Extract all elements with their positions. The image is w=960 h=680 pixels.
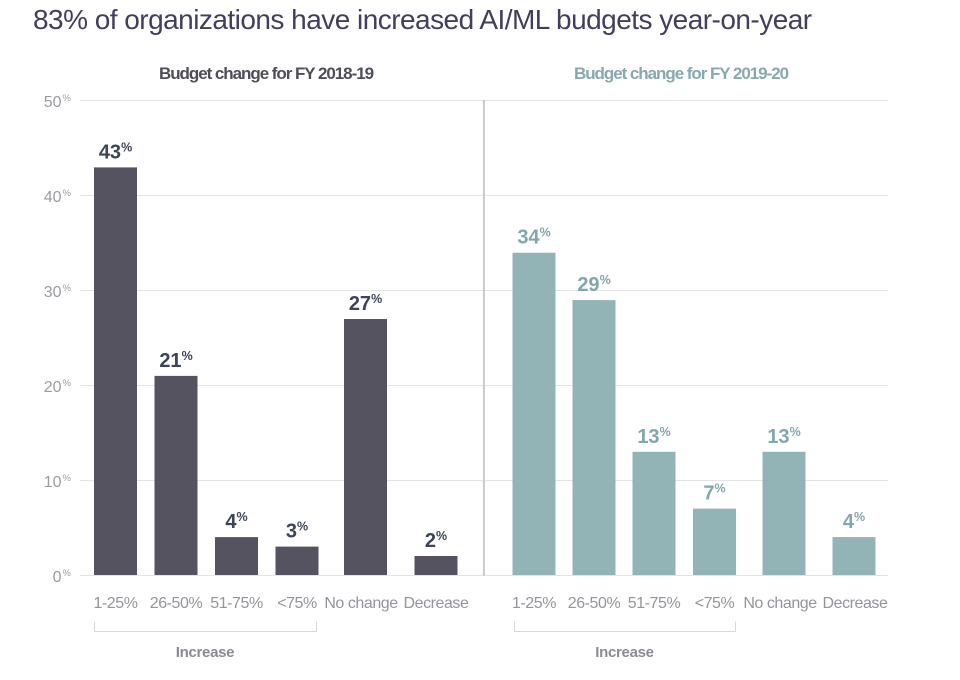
svg-text:51-75%: 51-75% (210, 595, 263, 612)
svg-text:50: 50 (44, 94, 62, 111)
svg-text:Budget change for FY 2019-20: Budget change for FY 2019-20 (574, 64, 789, 83)
svg-text:No change: No change (743, 595, 817, 612)
svg-text:0: 0 (53, 569, 62, 586)
svg-text:1-25%: 1-25% (93, 595, 137, 612)
svg-text:%: % (63, 378, 72, 389)
svg-text:Increase: Increase (176, 644, 234, 661)
svg-text:1-25%: 1-25% (512, 595, 556, 612)
svg-text:%: % (63, 93, 72, 104)
svg-text:40: 40 (44, 189, 62, 206)
svg-text:10: 10 (44, 474, 62, 491)
svg-text:%: % (63, 283, 72, 294)
svg-text:83% of organizations have incr: 83% of organizations have increased AI/M… (33, 4, 812, 35)
svg-text:20: 20 (44, 379, 62, 396)
svg-text:%: % (63, 188, 72, 199)
svg-text:Decrease: Decrease (404, 595, 469, 612)
svg-text:<75%: <75% (277, 595, 317, 612)
svg-text:No change: No change (324, 595, 398, 612)
svg-text:51-75%: 51-75% (628, 595, 681, 612)
svg-text:30: 30 (44, 284, 62, 301)
svg-text:26-50%: 26-50% (568, 595, 621, 612)
svg-text:%: % (63, 473, 72, 484)
svg-text:Budget change for FY 2018-19: Budget change for FY 2018-19 (159, 64, 374, 83)
svg-text:Increase: Increase (595, 644, 653, 661)
svg-text:<75%: <75% (695, 595, 735, 612)
svg-text:26-50%: 26-50% (150, 595, 203, 612)
svg-text:%: % (63, 568, 72, 579)
svg-text:Decrease: Decrease (823, 595, 888, 612)
